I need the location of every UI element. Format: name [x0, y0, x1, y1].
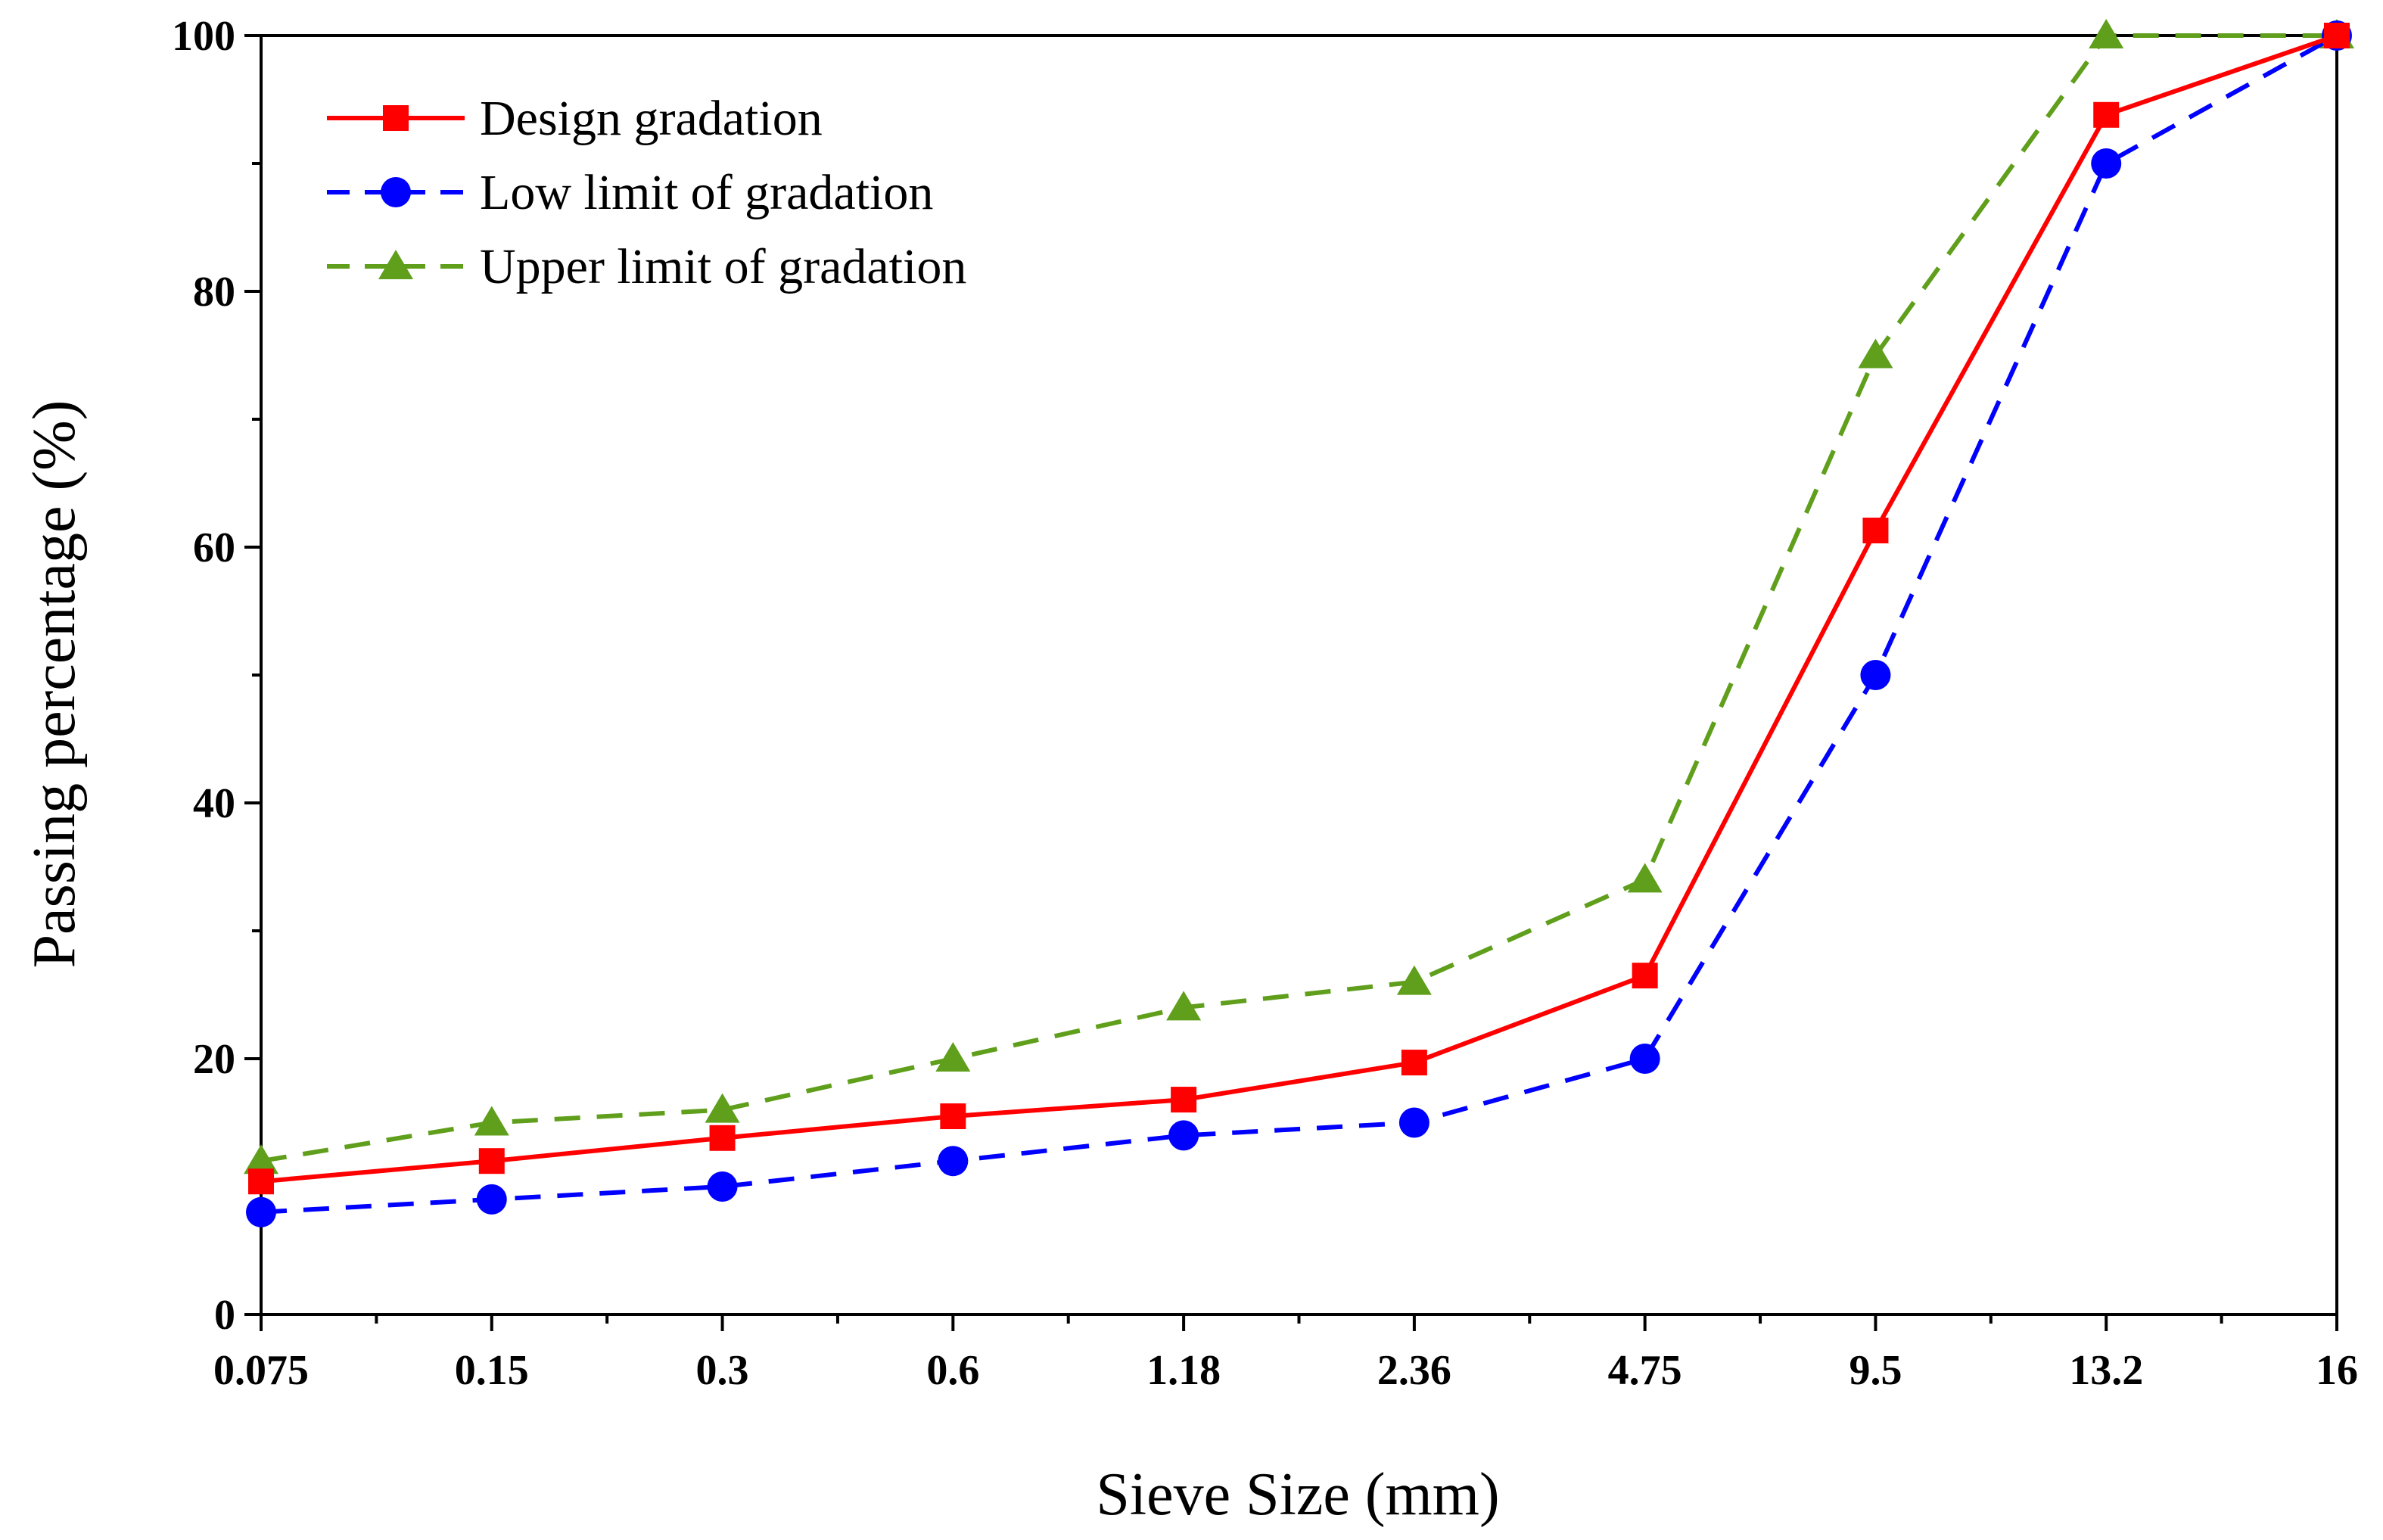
- legend-label: Low limit of gradation: [480, 165, 933, 220]
- y-tick-label: 0: [214, 1292, 235, 1339]
- series-low-limit-of-gradation: [246, 20, 2352, 1227]
- data-point: [2091, 148, 2122, 179]
- series-layer: [244, 19, 2354, 1227]
- x-tick-label: 0.6: [926, 1347, 979, 1394]
- legend: Design gradation Low limit of gradation Up…: [327, 91, 966, 294]
- x-tick-label: 9.5: [1849, 1347, 1902, 1394]
- data-point: [2089, 19, 2124, 48]
- data-point: [478, 1148, 505, 1174]
- data-point: [705, 1093, 740, 1123]
- data-point: [1166, 991, 1202, 1021]
- legend-item: Upper limit of gradation: [327, 239, 966, 294]
- series-design-gradation: [248, 23, 2350, 1195]
- plot-frame: [260, 34, 2338, 1316]
- data-point: [1396, 965, 1432, 995]
- x-tick-label: 0.075: [213, 1347, 309, 1394]
- y-tick-label: 100: [172, 13, 235, 60]
- data-point: [1629, 1044, 1660, 1074]
- x-tick-label: 4.75: [1608, 1347, 1682, 1394]
- data-point: [248, 1168, 274, 1195]
- data-point: [476, 1184, 507, 1215]
- data-point: [935, 1042, 971, 1072]
- y-tick-label: 40: [193, 780, 235, 827]
- x-tick-label: 0.15: [455, 1347, 529, 1394]
- legend-marker: [378, 250, 413, 279]
- data-point: [1168, 1120, 1199, 1151]
- y-axis-title: Passing percentage (%): [21, 400, 88, 969]
- data-point: [1398, 1107, 1429, 1138]
- legend-marker: [381, 177, 411, 207]
- data-point: [1862, 518, 1889, 544]
- y-tick-label: 60: [193, 524, 235, 571]
- data-point: [474, 1106, 509, 1136]
- data-point: [1627, 863, 1663, 893]
- data-point: [1860, 660, 1891, 690]
- x-tick-label: 2.36: [1377, 1347, 1451, 1394]
- data-point: [1632, 963, 1658, 989]
- axes-layer: 0 20 40 60 80 100 0.075 0.15 0.3 0.6 1.18 2.36 4.75 9…: [172, 13, 2358, 1394]
- data-point: [246, 1196, 276, 1227]
- data-point: [940, 1103, 966, 1130]
- series-line: [260, 33, 2338, 1215]
- data-point: [1858, 338, 1893, 369]
- data-point: [2093, 101, 2120, 128]
- series-line: [260, 33, 2337, 1164]
- x-axis-title: Sieve Size (mm): [1096, 1461, 1499, 1528]
- x-tick-label: 13.2: [2069, 1347, 2143, 1394]
- data-point: [1401, 1050, 1427, 1076]
- data-point: [2324, 23, 2350, 48]
- legend-item: Design gradation: [327, 91, 823, 146]
- legend-marker: [383, 105, 409, 131]
- y-tick-label: 80: [193, 269, 235, 316]
- legend-label: Design gradation: [480, 91, 823, 146]
- legend-label: Upper limit of gradation: [480, 239, 966, 294]
- data-point: [244, 1144, 278, 1174]
- series-line: [260, 33, 2338, 1184]
- legend-item: Low limit of gradation: [327, 165, 933, 220]
- x-tick-label: 16: [2316, 1347, 2358, 1394]
- data-point: [938, 1146, 969, 1177]
- data-point: [707, 1171, 738, 1202]
- data-point: [1171, 1087, 1197, 1113]
- x-tick-label: 1.18: [1146, 1347, 1221, 1394]
- x-tick-label: 0.3: [696, 1347, 749, 1394]
- data-point: [709, 1125, 736, 1151]
- y-tick-label: 20: [193, 1036, 235, 1083]
